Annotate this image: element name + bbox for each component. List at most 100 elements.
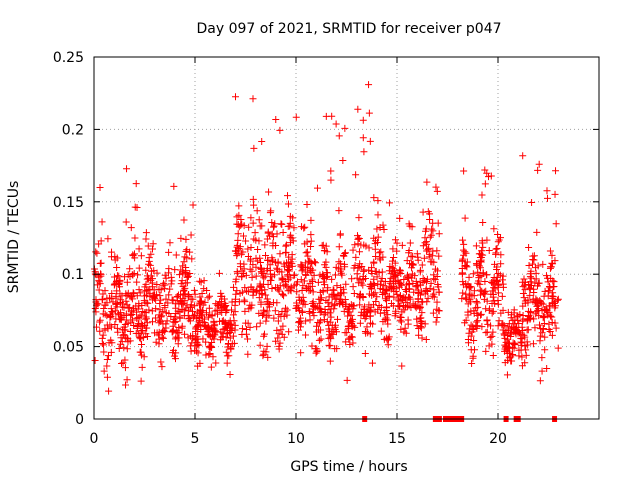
data-point: [425, 253, 433, 261]
data-point: [477, 291, 485, 299]
data-point: [93, 281, 101, 289]
data-point: [433, 187, 441, 195]
data-point: [222, 348, 230, 356]
data-point: [95, 286, 103, 294]
data-point: [243, 287, 251, 295]
data-point: [258, 291, 266, 299]
data-point: [315, 336, 323, 344]
data-point: [258, 137, 266, 145]
data-point: [145, 260, 153, 268]
data-point: [263, 298, 271, 306]
data-point: [205, 304, 213, 312]
data-point: [324, 298, 332, 306]
data-point: [95, 273, 103, 281]
data-point: [316, 308, 324, 316]
data-point: [277, 326, 285, 334]
data-point: [276, 339, 284, 347]
data-point: [432, 183, 440, 191]
data-point: [303, 201, 311, 209]
data-point: [244, 245, 252, 253]
data-point: [257, 264, 265, 272]
data-point: [168, 296, 176, 304]
data-point: [157, 313, 165, 321]
data-point: [141, 309, 149, 317]
data-point: [419, 275, 427, 283]
data-point: [151, 291, 159, 299]
data-point: [134, 271, 142, 279]
data-point: [470, 292, 478, 300]
data-point: [492, 277, 500, 285]
data-point: [246, 301, 254, 309]
data-point: [499, 276, 507, 284]
data-point: [182, 304, 190, 312]
data-point: [168, 277, 176, 285]
data-point: [120, 323, 128, 331]
data-point: [552, 324, 560, 332]
data-point: [497, 251, 505, 259]
data-point: [322, 273, 330, 281]
data-point: [430, 293, 438, 301]
data-point: [296, 323, 304, 331]
data-point: [336, 300, 344, 308]
data-point: [148, 279, 156, 287]
y-axis-label: SRMTID / TECUs: [6, 181, 22, 294]
data-point: [276, 282, 284, 290]
data-point: [148, 318, 156, 326]
data-point: [169, 349, 177, 357]
data-point: [165, 291, 173, 299]
data-point: [143, 291, 151, 299]
data-point: [503, 335, 511, 343]
data-point: [285, 328, 293, 336]
data-point: [513, 324, 521, 332]
data-point: [548, 331, 556, 339]
data-point: [405, 220, 413, 228]
data-point: [346, 317, 354, 325]
data-point: [282, 281, 290, 289]
data-point: [210, 322, 218, 330]
data-point: [270, 314, 278, 322]
data-point: [298, 287, 306, 295]
data-point: [231, 247, 239, 255]
data-point: [248, 267, 256, 275]
data-point: [265, 303, 273, 311]
data-point: [370, 194, 378, 202]
data-point: [554, 344, 562, 352]
data-point: [249, 95, 257, 103]
data-point: [314, 318, 322, 326]
data-point: [243, 325, 251, 333]
data-point: [263, 235, 271, 243]
data-point: [478, 237, 486, 245]
data-point: [435, 306, 443, 314]
data-point: [543, 194, 551, 202]
data-point: [493, 278, 501, 286]
data-point: [181, 253, 189, 261]
data-point: [212, 359, 220, 367]
data-point: [333, 282, 341, 290]
data-point: [549, 277, 557, 285]
data-point: [107, 305, 115, 313]
data-point: [157, 296, 165, 304]
data-point: [483, 169, 491, 177]
data-point: [353, 270, 361, 278]
data-point: [349, 246, 357, 254]
data-point: [511, 340, 519, 348]
data-point: [546, 327, 554, 335]
plot-frame: [93, 56, 600, 420]
data-point: [197, 278, 205, 286]
data-point: [374, 211, 382, 219]
data-point: [373, 225, 381, 233]
data-point: [418, 261, 426, 269]
data-point: [517, 338, 525, 346]
data-point: [112, 315, 120, 323]
data-point: [461, 214, 469, 222]
data-point: [158, 312, 166, 320]
data-point: [98, 339, 106, 347]
data-point: [123, 278, 131, 286]
data-point: [409, 252, 417, 260]
data-point: [524, 307, 532, 315]
data-point: [551, 304, 559, 312]
data-point: [524, 316, 532, 324]
data-point: [532, 269, 540, 277]
data-point: [367, 319, 375, 327]
data-point: [398, 308, 406, 316]
